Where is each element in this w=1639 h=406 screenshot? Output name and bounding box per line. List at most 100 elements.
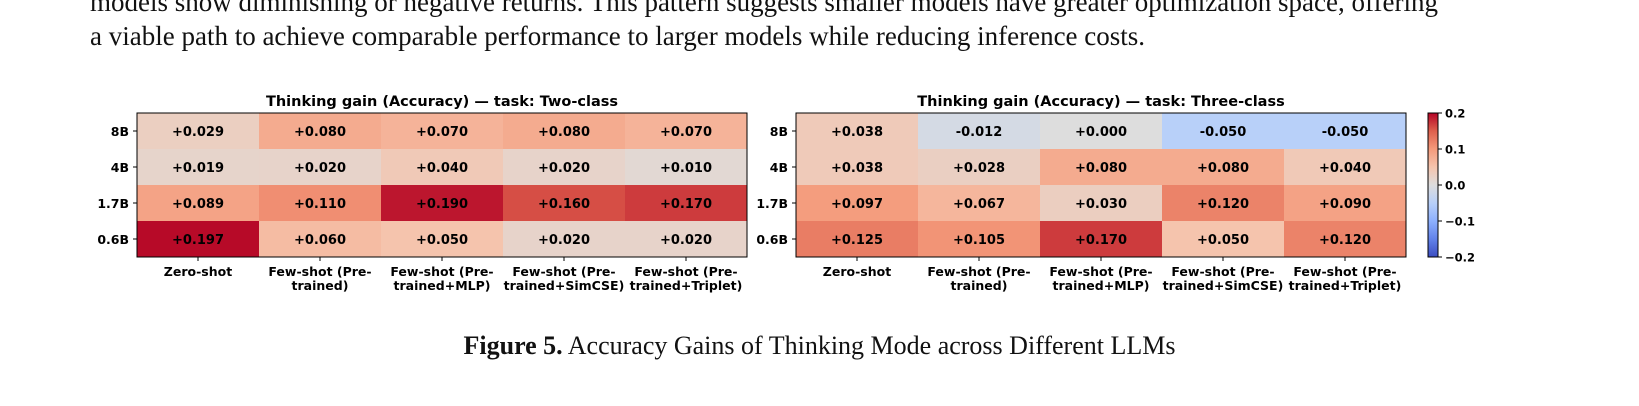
cell-value-label: +0.120: [1319, 233, 1371, 248]
x-tick-label: Few-shot (Pre-: [390, 264, 493, 279]
cell-value-label: +0.090: [1319, 197, 1371, 212]
x-tick-label: Zero-shot: [823, 264, 891, 279]
heatmap-cell: [796, 185, 918, 221]
heatmap-cell: [1284, 221, 1406, 257]
cell-value-label: +0.038: [831, 125, 883, 140]
y-tick-label: 8B: [770, 124, 788, 139]
cell-value-label: +0.010: [660, 161, 712, 176]
x-tick-label: trained+MLP): [394, 278, 491, 293]
heatmap-cell: [381, 149, 503, 185]
x-tick-label: trained+SimCSE): [504, 278, 625, 293]
cell-value-label: +0.089: [172, 197, 224, 212]
cell-value-label: +0.030: [1075, 197, 1127, 212]
cell-value-label: +0.080: [294, 125, 346, 140]
cell-value-label: +0.020: [660, 233, 712, 248]
heatmap-cell: [1040, 185, 1162, 221]
caption-text: Accuracy Gains of Thinking Mode across D…: [567, 331, 1176, 360]
heatmap-cell: [1284, 185, 1406, 221]
y-tick-label: 4B: [111, 160, 129, 175]
heatmap-cell: [1040, 221, 1162, 257]
cell-value-label: +0.160: [538, 197, 590, 212]
heatmap-cell: [625, 185, 747, 221]
cell-value-label: +0.170: [660, 197, 712, 212]
heatmap-cell: [381, 185, 503, 221]
heatmap-cell: [796, 113, 918, 149]
colorbar-tick-label: 0.1: [1445, 143, 1465, 157]
x-tick-label: Few-shot (Pre-: [1171, 264, 1274, 279]
heatmap-cell: [259, 185, 381, 221]
heatmap-title: Thinking gain (Accuracy) — task: Two-cla…: [266, 94, 618, 110]
cell-value-label: +0.020: [294, 161, 346, 176]
heatmap-cell: [259, 149, 381, 185]
cell-value-label: +0.080: [538, 125, 590, 140]
x-tick-label: Few-shot (Pre-: [1293, 264, 1396, 279]
x-tick-label: trained+Triplet): [630, 278, 743, 293]
heatmap-cell: [1162, 113, 1284, 149]
cell-value-label: -0.050: [1322, 125, 1369, 140]
heatmap-cell: [137, 149, 259, 185]
heatmap-cell: [137, 221, 259, 257]
heatmap-cell: [1162, 185, 1284, 221]
cell-value-label: +0.110: [294, 197, 346, 212]
heatmap-cell: [259, 221, 381, 257]
cell-value-label: +0.020: [538, 233, 590, 248]
heatmap-cell: [796, 149, 918, 185]
body-text-line-1: models show diminishing or negative retu…: [90, 0, 1438, 17]
y-tick-label: 4B: [770, 160, 788, 175]
cell-value-label: +0.105: [953, 233, 1005, 248]
x-tick-label: trained): [292, 278, 349, 293]
cell-value-label: +0.060: [294, 233, 346, 248]
heatmap-cell: [137, 185, 259, 221]
heatmap-cell: [918, 149, 1040, 185]
heatmap-figure: +0.029 +0.080 +0.070 +0.080 +0.070 +0.019 +0.0…: [97, 94, 1475, 293]
cell-value-label: +0.125: [831, 233, 883, 248]
caption-label: Figure 5.: [463, 331, 563, 360]
cell-value-label: +0.067: [953, 197, 1005, 212]
heatmap-cell: [1284, 149, 1406, 185]
x-tick-label: Few-shot (Pre-: [1049, 264, 1152, 279]
heatmap-cell: [1040, 149, 1162, 185]
heatmap-cell: [1162, 149, 1284, 185]
y-tick-label: 0.6B: [756, 232, 788, 247]
heatmap-cell: [503, 113, 625, 149]
colorbar-tick-label: −0.1: [1445, 215, 1475, 229]
heatmap-cell: [625, 149, 747, 185]
cell-value-label: +0.020: [538, 161, 590, 176]
figure-caption: Figure 5. Accuracy Gains of Thinking Mod…: [0, 331, 1639, 361]
cell-value-label: -0.012: [956, 125, 1003, 140]
cell-value-label: +0.028: [953, 161, 1005, 176]
colorbar-tick-label: 0.0: [1445, 179, 1465, 193]
cell-value-label: +0.040: [1319, 161, 1371, 176]
cell-value-label: +0.038: [831, 161, 883, 176]
y-tick-label: 1.7B: [97, 196, 129, 211]
cell-value-label: +0.197: [172, 233, 224, 248]
x-tick-label: Few-shot (Pre-: [634, 264, 737, 279]
y-tick-label: 8B: [111, 124, 129, 139]
heatmap-cell: [259, 113, 381, 149]
x-tick-label: Few-shot (Pre-: [268, 264, 371, 279]
cell-value-label: +0.170: [1075, 233, 1127, 248]
cell-value-label: +0.050: [416, 233, 468, 248]
body-text-line-2: a viable path to achieve comparable perf…: [90, 21, 1146, 51]
cell-value-label: +0.070: [416, 125, 468, 140]
y-tick-label: 1.7B: [756, 196, 788, 211]
cell-value-label: +0.190: [416, 197, 468, 212]
x-tick-label: trained+Triplet): [1289, 278, 1402, 293]
heatmap-cell: [918, 185, 1040, 221]
cell-value-label: +0.000: [1075, 125, 1127, 140]
heatmap-cell: [503, 185, 625, 221]
cell-value-label: +0.019: [172, 161, 224, 176]
cell-value-label: +0.080: [1197, 161, 1249, 176]
cell-value-label: +0.097: [831, 197, 883, 212]
cell-value-label: +0.120: [1197, 197, 1249, 212]
heatmap-cell: [1040, 113, 1162, 149]
heatmap-cell: [503, 221, 625, 257]
x-tick-label: Few-shot (Pre-: [512, 264, 615, 279]
colorbar-tick-label: 0.2: [1445, 107, 1465, 121]
heatmap-cell: [796, 221, 918, 257]
cell-value-label: +0.080: [1075, 161, 1127, 176]
cell-value-label: +0.040: [416, 161, 468, 176]
x-tick-label: trained+MLP): [1053, 278, 1150, 293]
cell-value-label: -0.050: [1200, 125, 1247, 140]
heatmap-cell: [381, 113, 503, 149]
